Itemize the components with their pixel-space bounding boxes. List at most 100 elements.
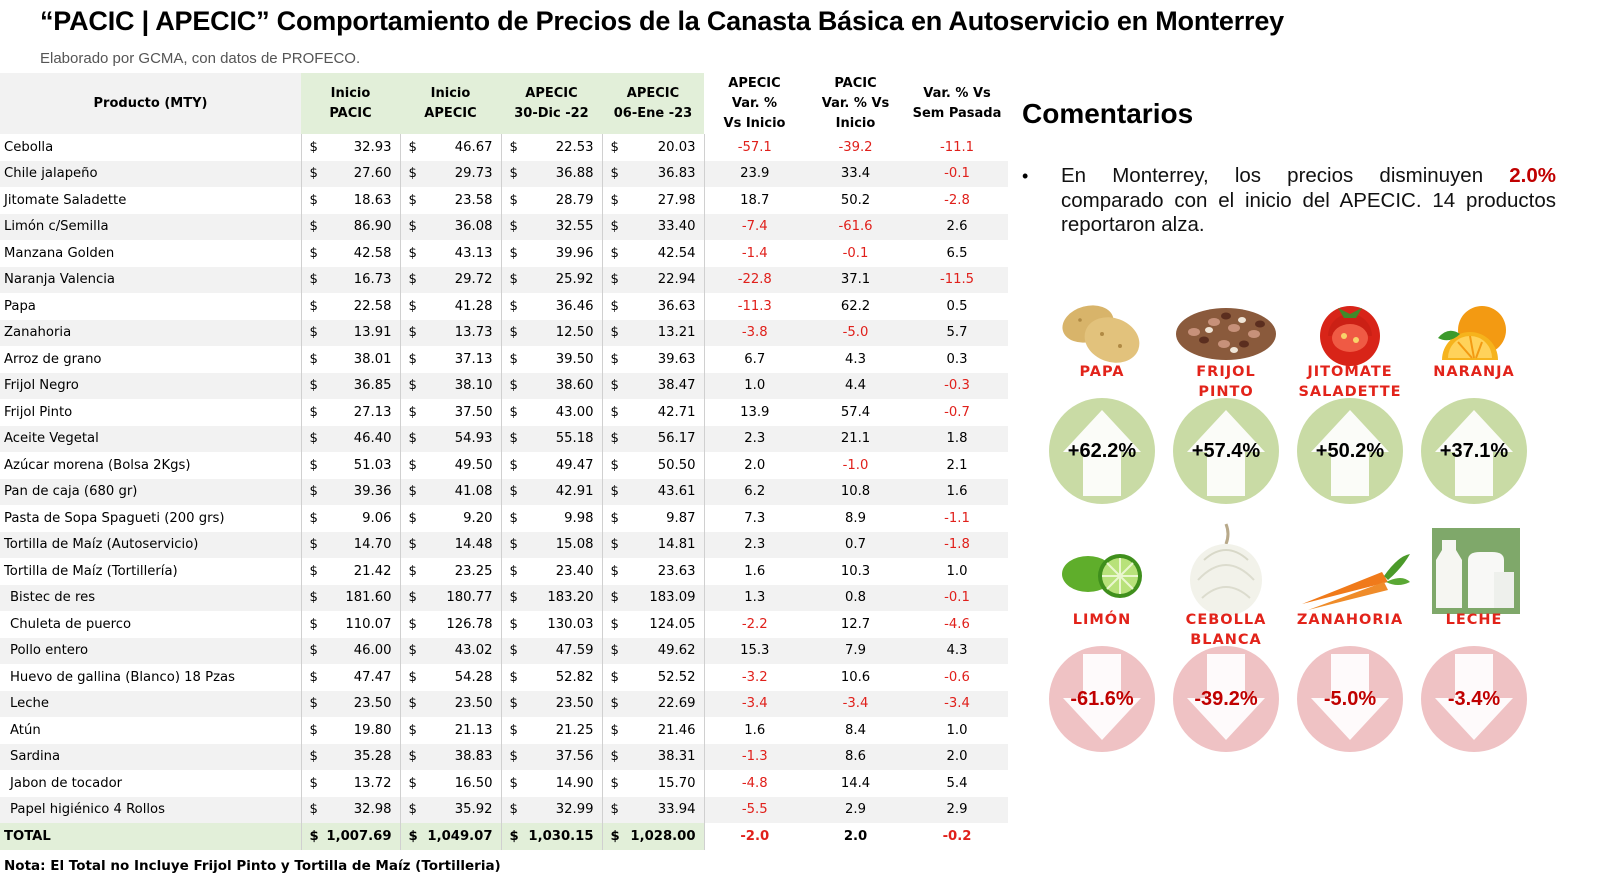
table-row: Aceite Vegetal $46.40 $54.93 $55.18 $56.17 2.… xyxy=(0,425,1008,452)
variation-cell: 1.6 xyxy=(906,478,1008,505)
price-cell: $13.73 xyxy=(400,319,502,346)
price-cell: $1,007.69 xyxy=(301,823,401,850)
table-row: Pasta de Sopa Spagueti (200 grs) $9.06 $9.… xyxy=(0,505,1008,532)
price-cell: $38.01 xyxy=(301,346,401,373)
variation-cell: 13.9 xyxy=(740,404,770,420)
price-cell: $181.60 xyxy=(301,584,401,611)
percent-change: -3.4% xyxy=(1447,688,1501,710)
table-row: Azúcar morena (Bolsa 2Kgs) $51.03 $49.50 $4… xyxy=(0,452,1008,479)
table-row: Limón c/Semilla $86.90 $36.08 $32.55 $33.40-… xyxy=(0,213,1008,240)
price-cell: $52.52 xyxy=(602,664,705,691)
product-name: Huevo de gallina (Blanco) 18 Pzas xyxy=(0,664,302,691)
price-cell: $51.03 xyxy=(301,452,401,479)
header-inicio-pacic: Inicio PACIC xyxy=(301,73,400,134)
price-cell: $36.83 xyxy=(602,160,705,187)
price-cell: $28.79 xyxy=(501,187,603,214)
table-row: Jabon de tocador $13.72 $16.50 $14.90 $15.70… xyxy=(0,770,1008,797)
header-var-pacic: PACIC Var. % Vs Inicio xyxy=(805,73,906,134)
page-title: “PACIC | APECIC” Comportamiento de Preci… xyxy=(40,6,1284,36)
variation-cell: -2.0 xyxy=(704,823,805,850)
percent-change: -61.6% xyxy=(1070,688,1134,710)
price-cell: $14.70 xyxy=(301,531,401,558)
page-subtitle: Elaborado por GCMA, con datos de PROFECO… xyxy=(40,50,361,67)
table-row: Arroz de grano $38.01 $37.13 $39.50 $39.63 6.… xyxy=(0,346,1008,373)
table-row: Cebolla $32.93 $46.67 $22.53 $20.03 -57.1 -39.… xyxy=(0,134,1008,161)
variation-cell: -11.5 xyxy=(906,266,1008,293)
price-cell: $21.42 xyxy=(301,558,401,585)
variation-cell: -0.3 xyxy=(906,372,1008,399)
price-cell: $14.48 xyxy=(400,531,502,558)
variation-cell: -2.2 xyxy=(741,616,768,632)
product-name: Chile jalapeño xyxy=(0,160,302,187)
price-cell: $18.63 xyxy=(301,187,401,214)
product-name: Pasta de Sopa Spagueti (200 grs) xyxy=(0,505,302,532)
tomato-icon xyxy=(1288,282,1412,382)
arrow-down-icon: -3.4% xyxy=(1421,646,1527,752)
table-row: Papel higiénico 4 Rollos $32.98 $35.92 $32.… xyxy=(0,796,1008,823)
variation-cell: -3.4 xyxy=(704,690,805,717)
price-cell: $49.50 xyxy=(400,452,502,479)
price-cell: $180.77 xyxy=(400,584,502,611)
onion-icon xyxy=(1164,520,1288,620)
price-cell: $37.13 xyxy=(400,346,502,373)
table-row: Frijol Negro $36.85 $38.10 $38.60 $38.47 1.0 4… xyxy=(0,372,1008,399)
product-name: Papel higiénico 4 Rollos xyxy=(0,796,302,823)
variation-cell: 14.4 xyxy=(840,775,871,791)
price-cell: $9.87 xyxy=(602,505,705,532)
price-cell: $39.96 xyxy=(501,240,603,267)
variation-cell: 8.4 xyxy=(845,722,866,738)
variation-cell: -0.2 xyxy=(906,823,1008,850)
variation-cell: 2.9 xyxy=(906,796,1008,823)
price-cell: $49.62 xyxy=(602,637,705,664)
price-cell: $86.90 xyxy=(301,213,401,240)
variation-cell: 33.4 xyxy=(805,160,906,187)
product-name: Aceite Vegetal xyxy=(0,425,302,452)
variation-cell: 5.7 xyxy=(906,319,1008,346)
variation-cell: 2.1 xyxy=(946,457,968,473)
header-var-sem: Var. % Vs Sem Pasada xyxy=(906,73,1008,134)
variation-cell: 5.4 xyxy=(946,775,968,791)
variation-cell: 21.1 xyxy=(805,425,906,452)
variation-cell: 62.2 xyxy=(840,298,871,314)
price-cell: $41.08 xyxy=(400,478,502,505)
variation-cell: 4.3 xyxy=(906,637,1008,664)
price-cell: $55.18 xyxy=(501,425,603,452)
variation-cell: 10.3 xyxy=(840,563,871,579)
product-label: LECHE xyxy=(1445,612,1503,628)
product-label: CEBOLLA BLANCA xyxy=(1185,612,1267,648)
table-row: Manzana Golden $42.58 $43.13 $39.96 $42.54 -1… xyxy=(0,240,1008,267)
product-name: Zanahoria xyxy=(0,319,302,346)
price-cell: $43.02 xyxy=(400,637,502,664)
variation-cell: 2.0 xyxy=(906,743,1008,770)
price-cell: $42.58 xyxy=(301,240,401,267)
price-cell: $14.90 xyxy=(501,770,603,797)
price-cell: $22.69 xyxy=(602,690,705,717)
price-cell: $23.25 xyxy=(400,558,502,585)
variation-cell: 57.4 xyxy=(840,404,871,420)
variation-cell: -4.8 xyxy=(741,775,768,791)
highlight-percent: 2.0% xyxy=(1509,164,1556,187)
price-cell: $52.82 xyxy=(501,664,603,691)
price-cell: $183.09 xyxy=(602,584,705,611)
price-cell: $21.46 xyxy=(602,717,705,744)
price-table: Producto (MTY) Inicio PACIC Inicio APECIC … xyxy=(0,73,1009,850)
variation-cell: 7.9 xyxy=(805,637,906,664)
product-name: Sardina xyxy=(0,743,302,770)
price-cell: $126.78 xyxy=(400,611,502,638)
orange-icon xyxy=(1412,282,1536,382)
table-row: Naranja Valencia $16.73 $29.72 $25.92 $22.94… xyxy=(0,266,1008,293)
price-cell: $20.03 xyxy=(602,134,705,161)
price-cell: $36.85 xyxy=(301,372,401,399)
price-cell: $54.93 xyxy=(400,425,502,452)
price-cell: $124.05 xyxy=(602,611,705,638)
table-row: Atún $19.80 $21.13 $21.25 $21.46 1.6 8.4 1.0 xyxy=(0,717,1008,744)
price-cell: $36.88 xyxy=(501,160,603,187)
product-label: JITOMATE SALADETTE xyxy=(1298,364,1402,400)
price-cell: $22.94 xyxy=(602,266,705,293)
variation-cell: 1.8 xyxy=(906,425,1008,452)
price-cell: $32.55 xyxy=(501,213,603,240)
price-cell: $27.13 xyxy=(301,399,401,426)
price-cell: $56.17 xyxy=(602,425,705,452)
price-cell: $38.83 xyxy=(400,743,502,770)
price-cell: $54.28 xyxy=(400,664,502,691)
